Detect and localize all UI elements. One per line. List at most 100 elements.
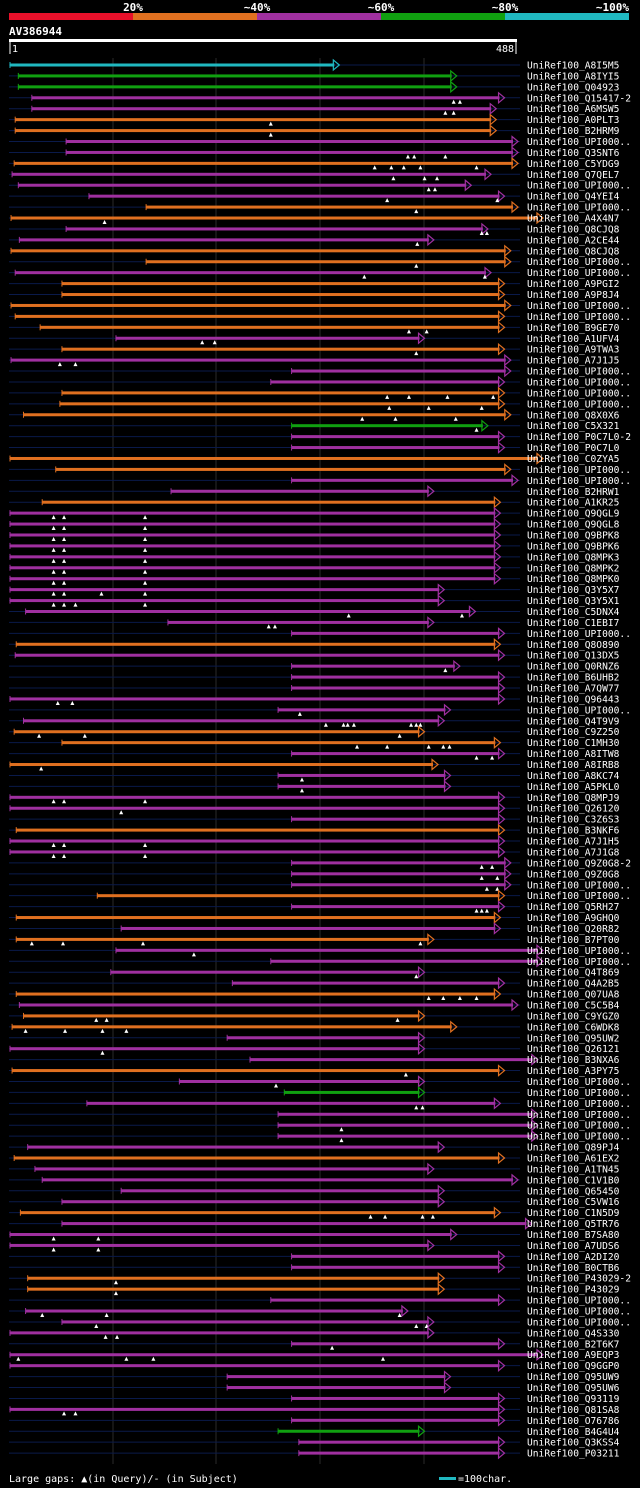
- hit-label[interactable]: UniRef100_A9GHQ0: [527, 913, 620, 924]
- hit-bar[interactable]: [291, 446, 500, 450]
- hit-bar[interactable]: [18, 85, 452, 89]
- hit-label[interactable]: UniRef100_UPI000..: [527, 268, 631, 279]
- hit-bar[interactable]: [23, 413, 506, 417]
- hit-bar[interactable]: [10, 806, 500, 810]
- hit-label[interactable]: UniRef100_C1V1B0: [527, 1175, 620, 1186]
- hit-bar[interactable]: [97, 894, 500, 898]
- hit-label[interactable]: UniRef100_C5YDG9: [527, 159, 620, 170]
- hit-bar[interactable]: [227, 1036, 420, 1040]
- hit-label[interactable]: UniRef100_Q07UA8: [527, 990, 620, 1001]
- hit-bar[interactable]: [66, 140, 514, 144]
- hit-label[interactable]: UniRef100_O76786: [527, 1416, 620, 1427]
- hit-label[interactable]: UniRef100_UPI000..: [527, 1110, 631, 1121]
- hit-label[interactable]: UniRef100_A7J1G8: [527, 847, 620, 858]
- hit-bar[interactable]: [16, 992, 496, 996]
- hit-label[interactable]: UniRef100_C5C5B4: [527, 1000, 620, 1011]
- hit-label[interactable]: UniRef100_Q4T9V9: [527, 716, 620, 727]
- hit-label[interactable]: UniRef100_Q65450: [527, 1186, 620, 1197]
- hit-bar[interactable]: [11, 303, 506, 307]
- hit-label[interactable]: UniRef100_UPI000..: [527, 705, 631, 716]
- hit-label[interactable]: UniRef100_A8I5M5: [527, 61, 619, 72]
- hit-label[interactable]: UniRef100_Q95UW9: [527, 1372, 620, 1383]
- hit-bar[interactable]: [291, 883, 506, 887]
- hit-bar[interactable]: [291, 664, 455, 668]
- hit-bar[interactable]: [291, 675, 500, 679]
- hit-bar[interactable]: [14, 730, 420, 734]
- hit-bar[interactable]: [27, 1276, 440, 1280]
- hit-bar[interactable]: [115, 336, 420, 340]
- hit-bar[interactable]: [227, 1375, 446, 1379]
- hit-label[interactable]: UniRef100_B4G4U4: [527, 1427, 620, 1438]
- hit-label[interactable]: UniRef100_P43029-2: [527, 1274, 631, 1285]
- hit-bar[interactable]: [291, 369, 506, 373]
- hit-label[interactable]: UniRef100_Q5RH27: [527, 902, 620, 913]
- hit-label[interactable]: UniRef100_A0PLT3: [527, 115, 620, 126]
- hit-bar[interactable]: [10, 1243, 429, 1247]
- hit-label[interactable]: UniRef100_C5DNX4: [527, 607, 620, 618]
- hit-label[interactable]: UniRef100_UPI000..: [527, 465, 631, 476]
- hit-bar[interactable]: [291, 478, 514, 482]
- hit-bar[interactable]: [278, 1134, 533, 1138]
- hit-label[interactable]: UniRef100_Q89PJ4: [527, 1143, 620, 1154]
- hit-label[interactable]: UniRef100_B3NKF6: [527, 826, 620, 837]
- hit-label[interactable]: UniRef100_A8ITW8: [527, 749, 620, 760]
- hit-bar[interactable]: [16, 937, 429, 941]
- hit-label[interactable]: UniRef100_Q95UW2: [527, 1033, 619, 1044]
- hit-label[interactable]: UniRef100_Q04923: [527, 82, 620, 93]
- hit-label[interactable]: UniRef100_UPI000..: [527, 946, 631, 957]
- hit-label[interactable]: UniRef100_A5PKL0: [527, 782, 620, 793]
- hit-label[interactable]: UniRef100_UPI000..: [527, 137, 631, 148]
- hit-bar[interactable]: [232, 981, 500, 985]
- hit-bar[interactable]: [227, 1386, 446, 1390]
- hit-bar[interactable]: [167, 620, 429, 624]
- hit-label[interactable]: UniRef100_B3NXA6: [527, 1055, 620, 1066]
- hit-label[interactable]: UniRef100_UPI000..: [527, 367, 631, 378]
- hit-bar[interactable]: [10, 555, 496, 559]
- hit-bar[interactable]: [291, 1342, 500, 1346]
- hit-bar[interactable]: [19, 1003, 514, 1007]
- hit-label[interactable]: UniRef100_UPI000..: [527, 257, 631, 268]
- hit-bar[interactable]: [250, 1058, 533, 1062]
- hit-bar[interactable]: [10, 1047, 420, 1051]
- hit-bar[interactable]: [61, 741, 496, 745]
- hit-bar[interactable]: [66, 227, 483, 231]
- hit-bar[interactable]: [88, 194, 500, 198]
- hit-label[interactable]: UniRef100_Q8CJQ8: [527, 224, 620, 235]
- hit-bar[interactable]: [10, 1331, 429, 1335]
- hit-bar[interactable]: [61, 1320, 429, 1324]
- hit-label[interactable]: UniRef100_C1N5D9: [527, 1208, 620, 1219]
- hit-bar[interactable]: [42, 1178, 514, 1182]
- hit-bar[interactable]: [14, 161, 514, 165]
- hit-label[interactable]: UniRef100_P0C7L0-2: [527, 432, 631, 443]
- hit-label[interactable]: UniRef100_Q9Z0G8-2: [527, 858, 631, 869]
- hit-label[interactable]: UniRef100_A2CE44: [527, 235, 620, 246]
- hit-bar[interactable]: [31, 96, 500, 100]
- hit-label[interactable]: UniRef100_A9EQP3: [527, 1350, 620, 1361]
- hit-label[interactable]: UniRef100_A3PY75: [527, 1066, 619, 1077]
- hit-bar[interactable]: [23, 1014, 420, 1018]
- hit-label[interactable]: UniRef100_Q4S330: [527, 1328, 620, 1339]
- hit-label[interactable]: UniRef100_A2DI20: [527, 1252, 620, 1263]
- hit-label[interactable]: UniRef100_Q9QGL9: [527, 509, 620, 520]
- hit-bar[interactable]: [12, 1025, 452, 1029]
- hit-bar[interactable]: [291, 435, 500, 439]
- hit-label[interactable]: UniRef100_Q0RNZ6: [527, 662, 620, 673]
- hit-label[interactable]: UniRef100_C0ZYA5: [527, 454, 619, 465]
- hit-bar[interactable]: [278, 1123, 533, 1127]
- hit-bar[interactable]: [10, 850, 500, 854]
- hit-bar[interactable]: [115, 948, 538, 952]
- hit-bar[interactable]: [291, 1396, 500, 1400]
- hit-bar[interactable]: [10, 456, 538, 460]
- hit-label[interactable]: UniRef100_UPI000..: [527, 1296, 631, 1307]
- hit-bar[interactable]: [10, 588, 440, 592]
- hit-label[interactable]: UniRef100_B0CTB6: [527, 1263, 620, 1274]
- hit-label[interactable]: UniRef100_Q13DX5: [527, 651, 619, 662]
- hit-bar[interactable]: [278, 1112, 533, 1116]
- hit-bar[interactable]: [19, 238, 429, 242]
- hit-bar[interactable]: [146, 205, 514, 209]
- hit-label[interactable]: UniRef100_A7QW77: [527, 684, 620, 695]
- hit-bar[interactable]: [278, 784, 446, 788]
- hit-label[interactable]: UniRef100_UPI000..: [527, 1307, 631, 1318]
- hit-bar[interactable]: [20, 1211, 496, 1215]
- hit-bar[interactable]: [12, 172, 487, 176]
